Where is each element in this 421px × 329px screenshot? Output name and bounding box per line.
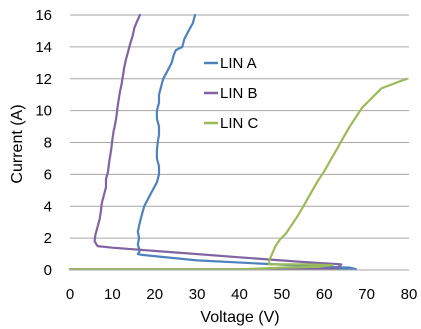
y-tick-labels: 0 2 4 6 8 10 12 14 16 bbox=[35, 7, 52, 279]
x-tick-label: 10 bbox=[104, 286, 121, 303]
legend: LIN A LIN B LIN C bbox=[204, 55, 259, 132]
y-tick-label: 10 bbox=[35, 103, 52, 120]
legend-label: LIN B bbox=[220, 85, 258, 102]
legend-label: LIN A bbox=[220, 55, 257, 72]
series-line-lin-b bbox=[68, 13, 343, 271]
series-line-lin-c bbox=[68, 77, 408, 271]
x-axis-label: Voltage (V) bbox=[200, 309, 279, 326]
x-tick-label: 40 bbox=[231, 286, 248, 303]
legend-label: LIN C bbox=[220, 115, 259, 132]
x-tick-label: 0 bbox=[66, 286, 74, 303]
y-axis-label: Current (A) bbox=[9, 104, 26, 183]
y-tick-label: 4 bbox=[44, 198, 52, 215]
y-tick-label: 8 bbox=[44, 135, 52, 152]
y-tick-label: 0 bbox=[44, 262, 52, 279]
series-lines bbox=[68, 13, 408, 271]
x-tick-label: 30 bbox=[189, 286, 206, 303]
y-tick-label: 2 bbox=[44, 230, 52, 247]
x-tick-label: 80 bbox=[401, 286, 418, 303]
x-tick-label: 70 bbox=[358, 286, 375, 303]
gridlines bbox=[70, 14, 409, 239]
x-tick-label: 50 bbox=[274, 286, 291, 303]
y-tick-label: 14 bbox=[35, 39, 52, 56]
y-tick-label: 12 bbox=[35, 71, 52, 88]
x-tick-label: 20 bbox=[146, 286, 163, 303]
y-tick-label: 16 bbox=[35, 7, 52, 24]
series-line-lin-a bbox=[68, 13, 358, 271]
y-tick-label: 6 bbox=[44, 166, 52, 183]
x-tick-labels: 0 10 20 30 40 50 60 70 80 bbox=[66, 286, 418, 303]
x-tick-label: 60 bbox=[316, 286, 333, 303]
